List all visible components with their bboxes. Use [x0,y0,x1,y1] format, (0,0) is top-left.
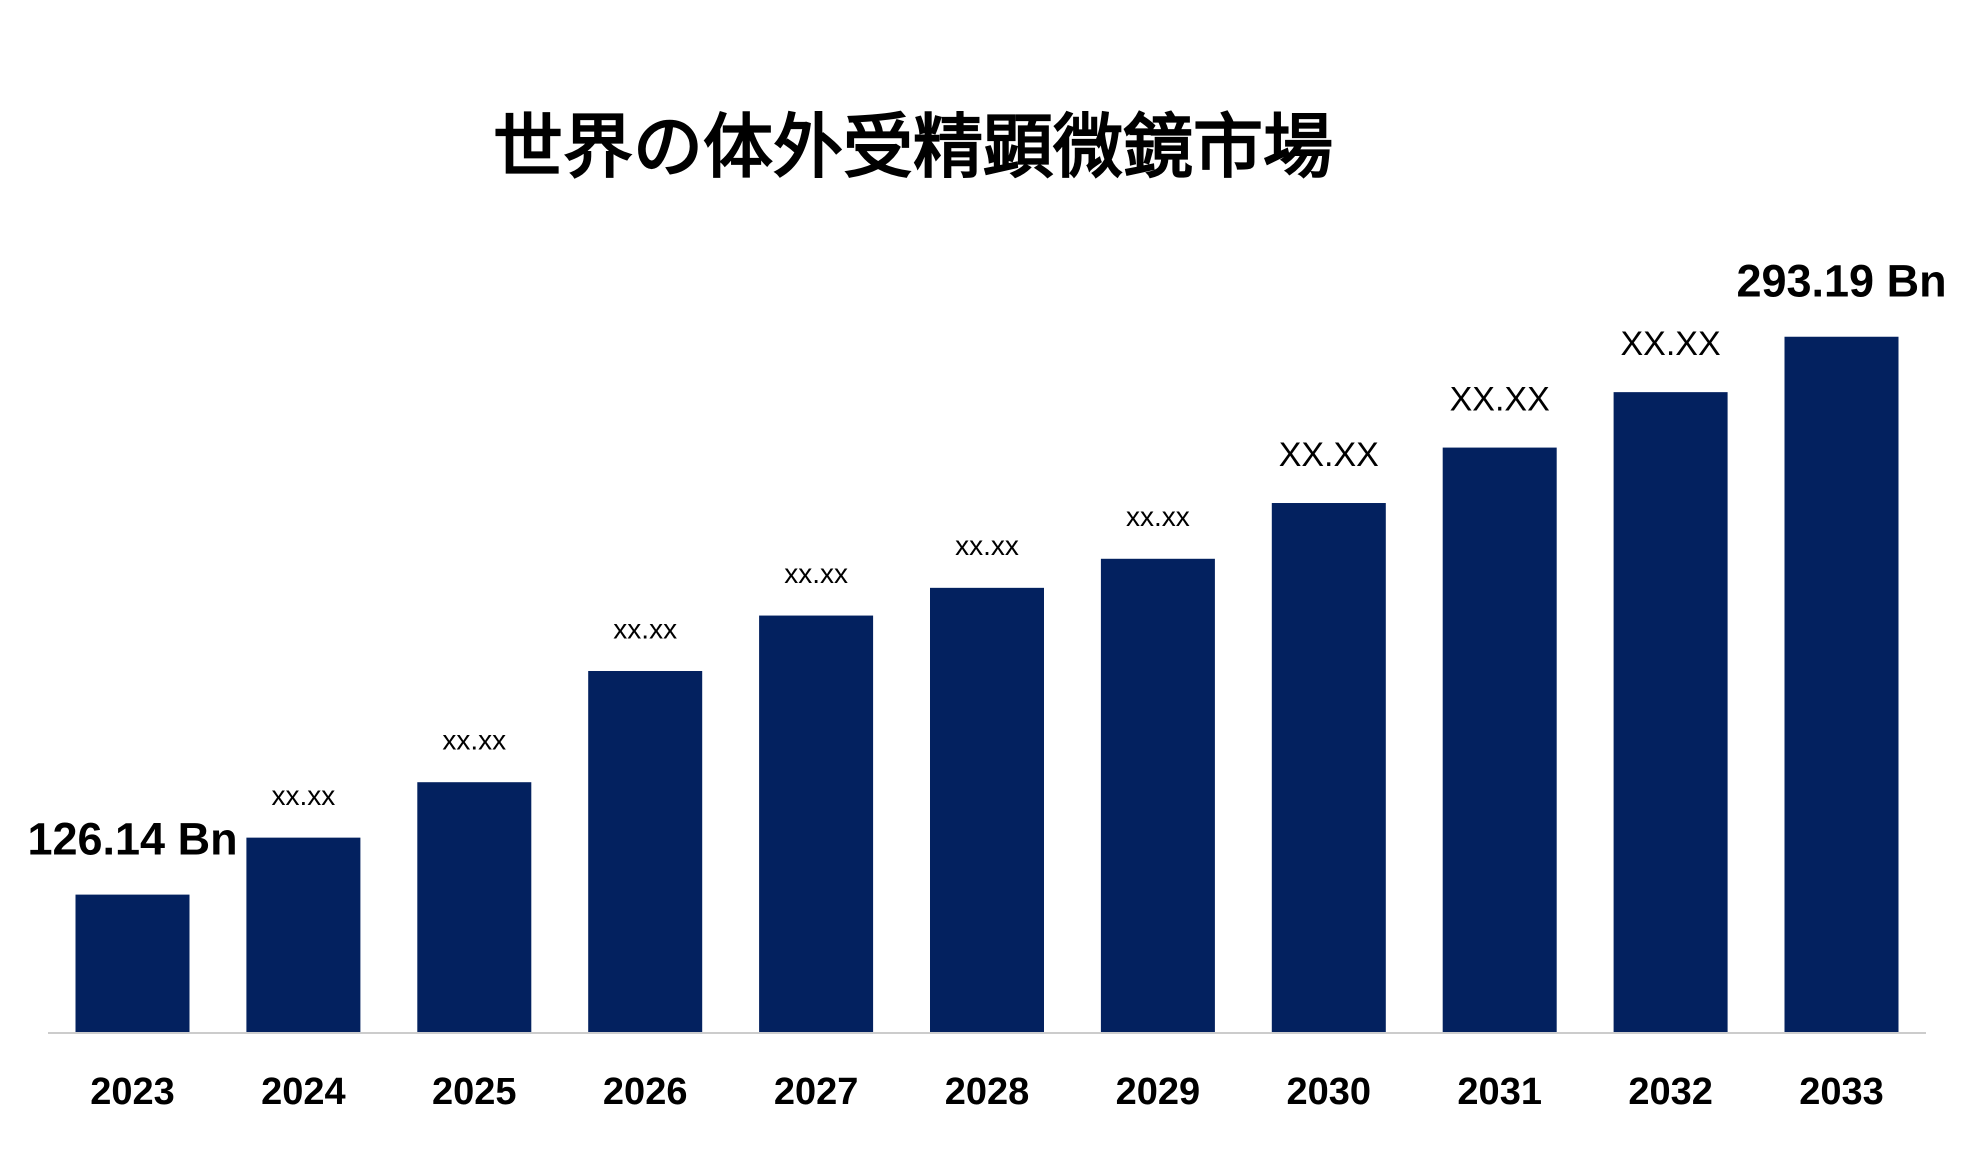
value-label: xx.xx [1126,501,1190,532]
bar [759,615,874,1032]
x-tick-label: 2029 [1116,1071,1201,1113]
x-tick-label: 2030 [1287,1071,1372,1113]
value-label: XX.XX [1279,436,1379,474]
value-label: XX.XX [1621,325,1721,363]
x-tick-label: 2025 [432,1071,517,1113]
bar [1442,447,1557,1032]
bar [1271,503,1386,1032]
bar [417,782,532,1032]
value-label: 126.14 Bn [27,814,237,865]
x-tick-label: 2026 [603,1071,688,1113]
bar [1784,336,1899,1033]
bar [246,837,361,1032]
bar [1100,558,1215,1032]
bar [75,894,190,1032]
value-label: xx.xx [613,613,677,644]
x-tick-label: 2033 [1799,1071,1884,1113]
bar [930,587,1044,1032]
value-label: 293.19 Bn [1736,256,1946,307]
chart-title: 世界の体外受精顕微鏡市場 [493,106,1333,188]
x-tick-label: 2027 [774,1071,859,1113]
x-tick-label: 2023 [90,1071,175,1113]
value-label: xx.xx [955,530,1019,561]
value-label: xx.xx [272,780,336,811]
value-label: xx.xx [784,558,848,589]
bar [588,670,703,1032]
bar [1613,392,1728,1032]
x-tick-label: 2032 [1628,1071,1713,1113]
value-label: XX.XX [1450,381,1550,419]
value-label: xx.xx [442,725,506,756]
x-tick-label: 2031 [1457,1071,1542,1113]
x-tick-label: 2024 [261,1071,346,1113]
x-tick-label: 2028 [945,1071,1030,1113]
